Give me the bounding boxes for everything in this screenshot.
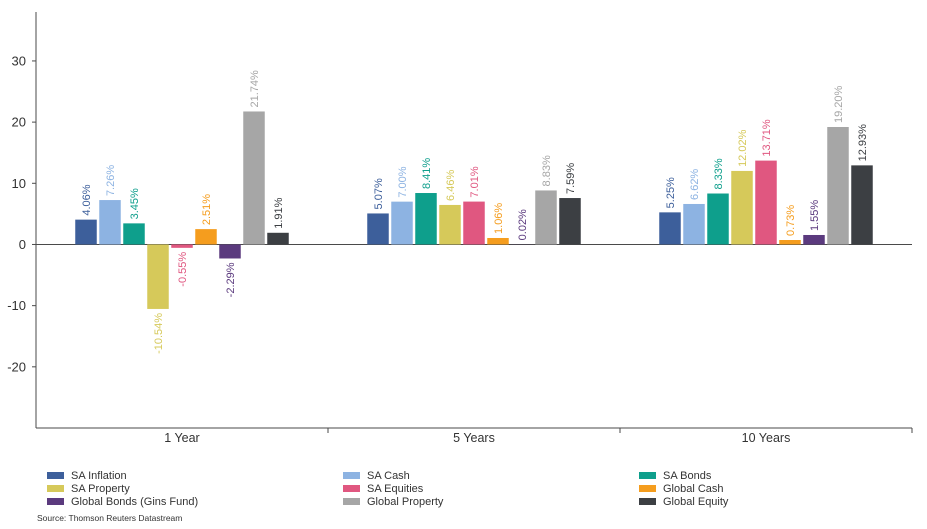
legend-swatch — [47, 498, 64, 505]
legend-item: Global Bonds (Gins Fund) — [47, 495, 198, 508]
bar — [439, 204, 461, 245]
bar — [683, 203, 705, 245]
y-tick-label: -20 — [7, 359, 26, 374]
data-label: 1.55% — [809, 200, 821, 231]
data-label: 21.74% — [249, 70, 261, 108]
data-label: 1.06% — [493, 203, 505, 234]
bar — [171, 244, 193, 248]
data-label: 0.73% — [785, 205, 797, 236]
y-tick-label: 30 — [12, 53, 26, 68]
legend-item: SA Property — [47, 482, 130, 495]
bar — [99, 200, 121, 245]
bar — [559, 198, 581, 245]
data-label: -0.55% — [177, 252, 189, 287]
legend-label: Global Property — [367, 495, 444, 508]
source-note: Source: Thomson Reuters Datastream — [37, 513, 183, 523]
data-label: 8.83% — [541, 155, 553, 186]
legend-label: Global Equity — [663, 495, 729, 508]
data-label: -2.29% — [225, 262, 237, 297]
bar — [487, 237, 509, 245]
data-label: 8.33% — [713, 158, 725, 189]
bar — [391, 201, 413, 245]
bar — [267, 232, 289, 245]
data-label: 13.71% — [761, 119, 773, 157]
bar — [147, 244, 169, 309]
legend-label: SA Cash — [367, 469, 410, 482]
bars — [75, 111, 873, 309]
data-label: 7.26% — [105, 165, 117, 196]
data-label: 6.62% — [689, 169, 701, 200]
legend-item: Global Cash — [639, 482, 724, 495]
bar — [75, 219, 97, 245]
legend-swatch — [343, 472, 360, 479]
legend-item: SA Bonds — [639, 469, 711, 482]
bar — [803, 234, 825, 245]
data-label: 12.02% — [737, 129, 749, 167]
legend-swatch — [639, 472, 656, 479]
data-label: 0.02% — [517, 209, 529, 240]
data-label: 7.59% — [565, 163, 577, 194]
y-tick-label: -10 — [7, 298, 26, 313]
legend-item: Global Equity — [639, 495, 728, 508]
bar — [731, 170, 753, 245]
bar — [755, 160, 777, 245]
y-tick-label: 0 — [19, 237, 26, 252]
bar — [779, 240, 801, 245]
x-tick-label: 1 Year — [164, 431, 199, 445]
bar — [463, 201, 485, 245]
bar — [827, 127, 849, 245]
data-label: 6.46% — [445, 170, 457, 201]
legend-label: SA Equities — [367, 482, 424, 495]
x-tick-label: 5 Years — [453, 431, 495, 445]
legend-label: SA Bonds — [663, 469, 712, 482]
data-label: 7.01% — [469, 166, 481, 197]
y-tick-label: 10 — [12, 176, 26, 191]
data-label: 5.25% — [665, 177, 677, 208]
bar — [659, 212, 681, 245]
data-label: -10.54% — [153, 313, 165, 354]
legend-swatch — [47, 472, 64, 479]
bar-chart: -20 -10 0 10 20 30 1 Year 5 Years 10 Years 4.06%… — [7, 12, 913, 445]
legend-swatch — [639, 498, 656, 505]
y-tick-label: 20 — [12, 115, 26, 130]
data-label: 19.20% — [833, 85, 845, 123]
legend-swatch — [343, 485, 360, 492]
data-label: 3.45% — [129, 188, 141, 219]
legend-swatch — [639, 485, 656, 492]
data-label: 7.00% — [397, 166, 409, 197]
bar — [219, 244, 241, 259]
bar — [707, 193, 729, 245]
data-label: 2.51% — [201, 194, 213, 225]
legend-label: SA Inflation — [71, 469, 127, 482]
legend-item: Global Property — [343, 495, 443, 508]
bar — [535, 190, 557, 245]
legend-swatch — [343, 498, 360, 505]
legend-label: SA Property — [71, 482, 130, 495]
bar — [195, 229, 217, 245]
bar — [123, 223, 145, 245]
data-label: 4.06% — [81, 184, 93, 215]
legend-item: SA Inflation — [47, 469, 127, 482]
legend-label: Global Bonds (Gins Fund) — [71, 495, 199, 508]
data-labels: 4.06% 7.26% 3.45% -10.54% -0.55% 2.51% -2.29% 2… — [81, 70, 869, 354]
legend-swatch — [47, 485, 64, 492]
data-label: 12.93% — [857, 124, 869, 162]
data-label: 8.41% — [421, 158, 433, 189]
x-tick-label: 10 Years — [742, 431, 791, 445]
legend: SA Inflation SA Cash SA Bonds SA Property SA… — [0, 466, 927, 511]
bar — [367, 213, 389, 245]
legend-item: SA Cash — [343, 469, 410, 482]
bar — [415, 193, 437, 245]
legend-item: SA Equities — [343, 482, 423, 495]
data-label: 5.07% — [373, 178, 385, 209]
bar — [851, 165, 873, 245]
data-label: 1.91% — [273, 197, 285, 228]
bar — [243, 111, 265, 245]
legend-label: Global Cash — [663, 482, 724, 495]
